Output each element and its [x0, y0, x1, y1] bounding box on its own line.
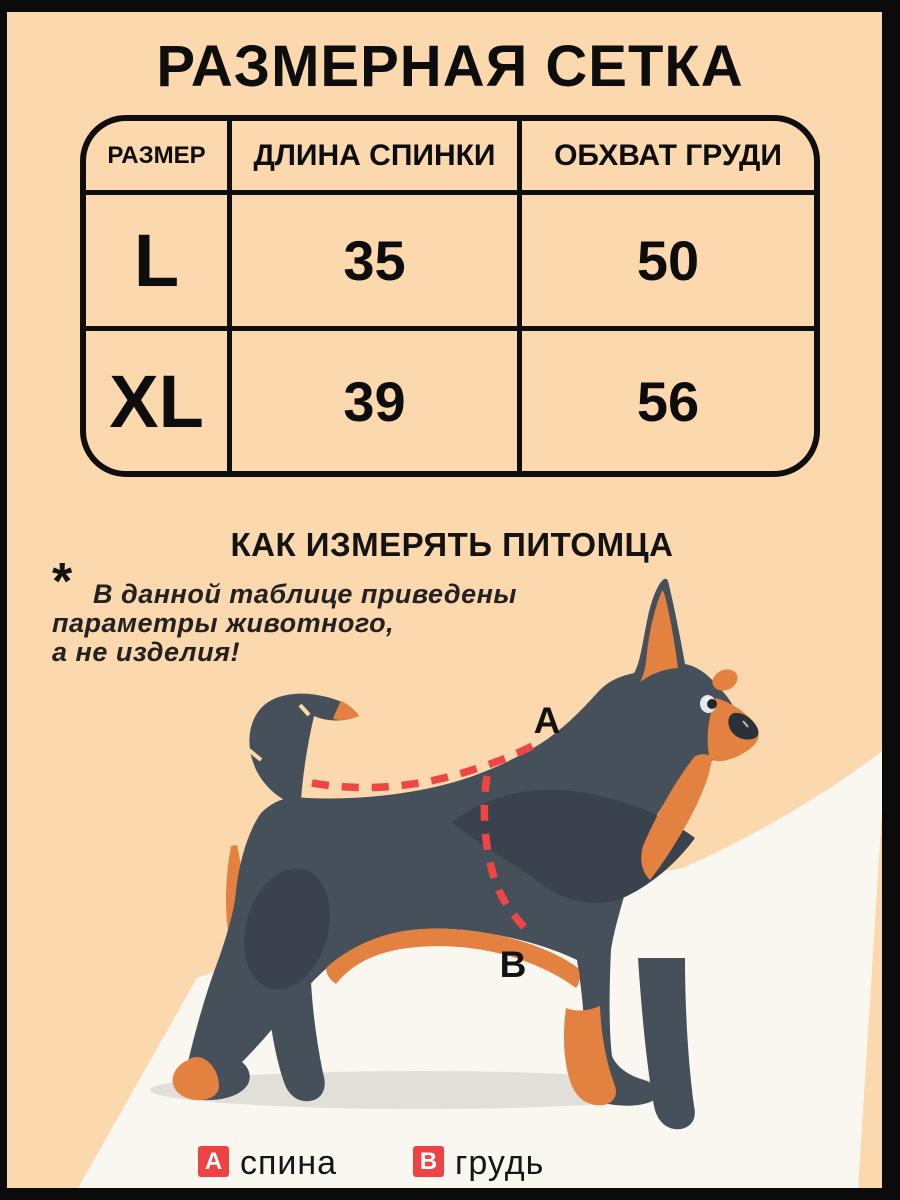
frame-border-left	[0, 0, 7, 1200]
dog-rear-paw-tan	[172, 1057, 219, 1101]
dog-eye-glint	[705, 697, 709, 701]
tail-notch-1	[298, 703, 311, 717]
note-line-1: В данной таблице приведены	[93, 579, 517, 609]
frame-border-right	[882, 0, 900, 1200]
table-cell-back-length-xl: 39	[232, 331, 522, 471]
measure-line-back	[311, 739, 540, 792]
howto-heading: КАК ИЗМЕРЯТЬ ПИТОМЦА	[230, 526, 674, 563]
table-cell-size-xl: XL	[86, 331, 232, 471]
dog-eye-pupil	[707, 699, 717, 709]
note-line-3: а не изделия!	[52, 637, 240, 667]
asterisk-icon: *	[52, 553, 73, 611]
size-table: РАЗМЕР ДЛИНА СПИНКИ ОБХВАТ ГРУДИ L 35 50…	[80, 115, 820, 477]
dog-thigh-patch	[244, 868, 330, 990]
table-cell-back-length-l: 35	[232, 195, 522, 331]
col-header-back-length: ДЛИНА СПИНКИ	[232, 121, 522, 195]
tail-notch-2	[247, 748, 263, 762]
dog-nostril	[742, 720, 749, 728]
col-header-size: РАЗМЕР	[86, 121, 232, 195]
dog-nose	[728, 712, 759, 740]
dog-front-paw-tan	[564, 1006, 616, 1106]
page-title: РАЗМЕРНАЯ СЕТКА	[156, 34, 744, 99]
dog-tail-tip-tan	[333, 701, 359, 720]
table-cell-chest-girth-l: 50	[522, 195, 814, 331]
dog-shoulder-patch	[452, 789, 695, 904]
measure-line-chest	[480, 775, 528, 931]
marker-a-label: A	[534, 700, 561, 741]
dog-belly-tan	[326, 928, 580, 988]
dog-ear-inner-tan	[640, 590, 678, 682]
frame-border-top	[0, 0, 900, 12]
dog-tail	[249, 693, 359, 805]
dog-chest-tan	[641, 754, 712, 880]
table-cell-size-l: L	[86, 195, 232, 331]
table-cell-chest-girth-xl: 56	[636, 369, 700, 433]
col-header-chest-girth: ОБХВАТ ГРУДИ	[522, 121, 814, 195]
note-line-2: параметры животного,	[52, 608, 395, 638]
frame-border-bottom	[0, 1188, 900, 1200]
marker-b-label: B	[500, 944, 527, 985]
dog-body	[173, 578, 757, 1106]
dog-brow-tan	[712, 669, 738, 691]
